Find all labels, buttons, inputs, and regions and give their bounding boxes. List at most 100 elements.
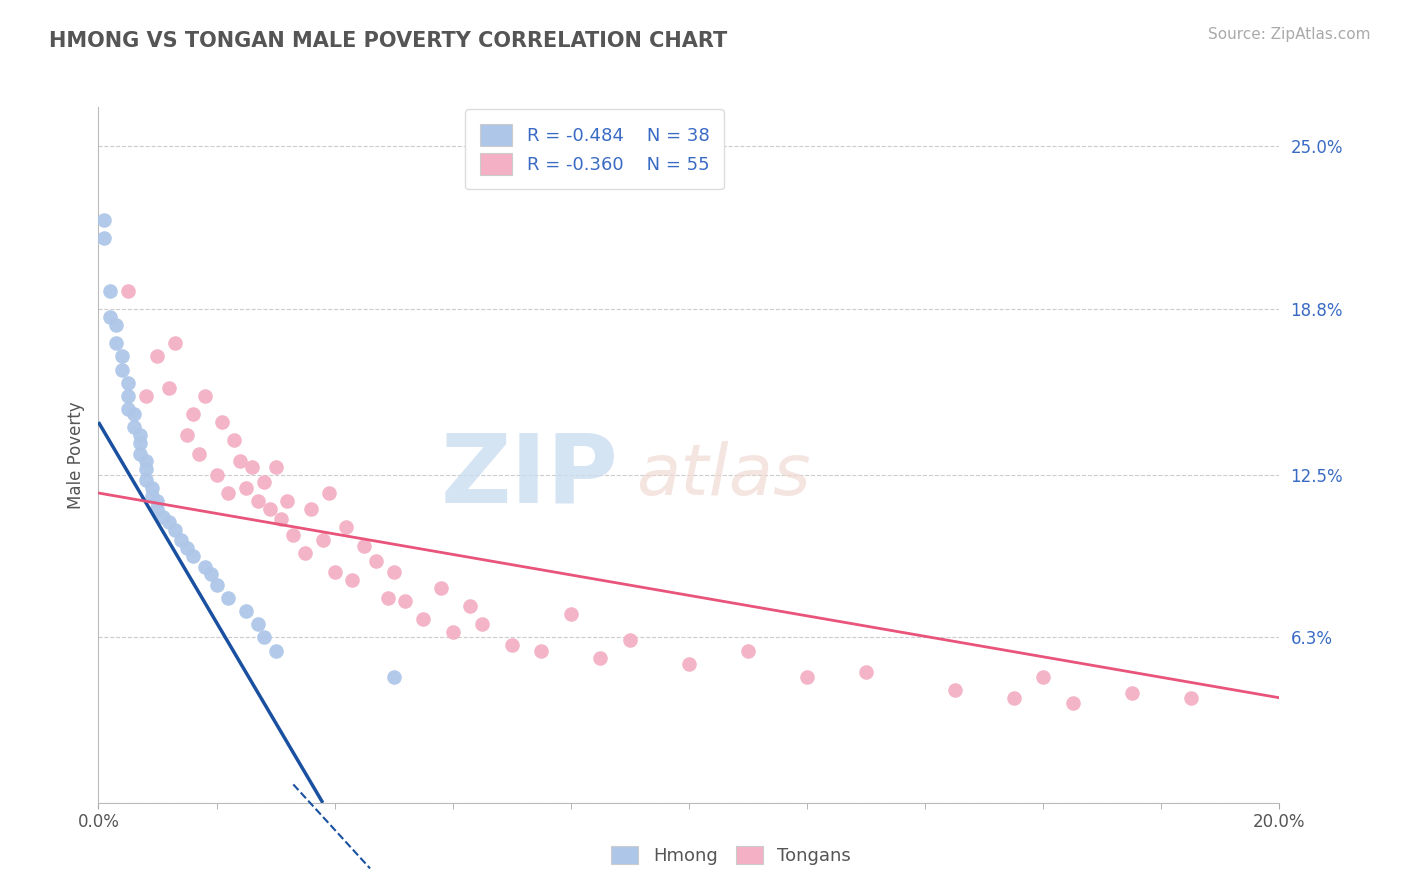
Point <box>353 539 375 553</box>
Point <box>294 546 316 560</box>
Point <box>128 447 150 461</box>
Text: Source: ZipAtlas.com: Source: ZipAtlas.com <box>1208 27 1371 42</box>
Point <box>471 617 494 632</box>
Point <box>93 213 115 227</box>
Point <box>312 533 335 548</box>
Text: atlas: atlas <box>636 442 810 510</box>
Point <box>377 591 399 605</box>
Point <box>141 481 163 495</box>
Point <box>117 284 139 298</box>
Point <box>246 494 269 508</box>
Legend: Hmong, Tongans: Hmong, Tongans <box>602 837 860 874</box>
Point <box>430 581 453 595</box>
Point <box>105 318 128 332</box>
Point <box>264 459 287 474</box>
Point <box>146 494 169 508</box>
Point <box>135 389 157 403</box>
Point <box>117 401 139 416</box>
Point <box>205 467 228 482</box>
Point <box>855 665 877 679</box>
Point <box>128 428 150 442</box>
Point <box>253 475 276 490</box>
Point <box>318 486 340 500</box>
Point <box>98 310 121 324</box>
Point <box>98 284 121 298</box>
Point <box>342 573 364 587</box>
Text: HMONG VS TONGAN MALE POVERTY CORRELATION CHART: HMONG VS TONGAN MALE POVERTY CORRELATION… <box>49 31 727 51</box>
Point <box>217 591 239 605</box>
Point <box>165 336 187 351</box>
Point <box>501 638 523 652</box>
Point <box>141 489 163 503</box>
Point <box>589 651 612 665</box>
Point <box>240 459 263 474</box>
Point <box>135 454 157 468</box>
Point <box>259 501 281 516</box>
Point <box>394 593 416 607</box>
Point <box>194 389 217 403</box>
Point <box>152 509 174 524</box>
Point <box>335 520 357 534</box>
Point <box>181 549 204 563</box>
Point <box>211 415 233 429</box>
Point <box>264 643 287 657</box>
Point <box>246 617 269 632</box>
Point <box>105 336 128 351</box>
Point <box>382 670 405 684</box>
Point <box>117 376 139 390</box>
Point <box>224 434 246 448</box>
Point <box>441 625 464 640</box>
Point <box>122 420 145 434</box>
Point <box>299 501 322 516</box>
Point <box>796 670 818 684</box>
Point <box>111 362 134 376</box>
Point <box>165 523 187 537</box>
Point <box>176 428 198 442</box>
Point <box>253 631 276 645</box>
Point <box>276 494 298 508</box>
Point <box>1032 670 1054 684</box>
Point <box>205 578 228 592</box>
Legend: R = -0.484    N = 38, R = -0.360    N = 55: R = -0.484 N = 38, R = -0.360 N = 55 <box>465 109 724 189</box>
Text: ZIP: ZIP <box>440 429 619 523</box>
Point <box>135 473 157 487</box>
Point <box>217 486 239 500</box>
Point <box>283 528 305 542</box>
Point <box>93 231 115 245</box>
Y-axis label: Male Poverty: Male Poverty <box>66 401 84 508</box>
Point <box>460 599 482 613</box>
Point <box>412 612 434 626</box>
Point <box>194 559 217 574</box>
Point <box>122 407 145 421</box>
Point <box>560 607 582 621</box>
Point <box>111 350 134 364</box>
Point <box>157 515 180 529</box>
Point <box>619 633 641 648</box>
Point <box>176 541 198 555</box>
Point <box>530 643 553 657</box>
Point <box>229 454 252 468</box>
Point <box>181 407 204 421</box>
Point <box>157 381 180 395</box>
Point <box>270 512 292 526</box>
Point <box>128 436 150 450</box>
Point <box>1180 690 1202 705</box>
Point <box>200 567 222 582</box>
Point <box>737 643 759 657</box>
Point <box>146 501 169 516</box>
Point <box>187 447 209 461</box>
Point <box>146 350 169 364</box>
Point <box>170 533 193 548</box>
Point <box>364 554 387 568</box>
Point <box>1062 696 1084 710</box>
Point <box>235 481 257 495</box>
Point <box>382 565 405 579</box>
Point <box>117 389 139 403</box>
Point <box>943 682 966 697</box>
Point <box>678 657 700 671</box>
Point <box>323 565 346 579</box>
Point <box>235 604 257 618</box>
Point <box>1002 690 1025 705</box>
Point <box>1121 685 1143 699</box>
Point <box>135 462 157 476</box>
